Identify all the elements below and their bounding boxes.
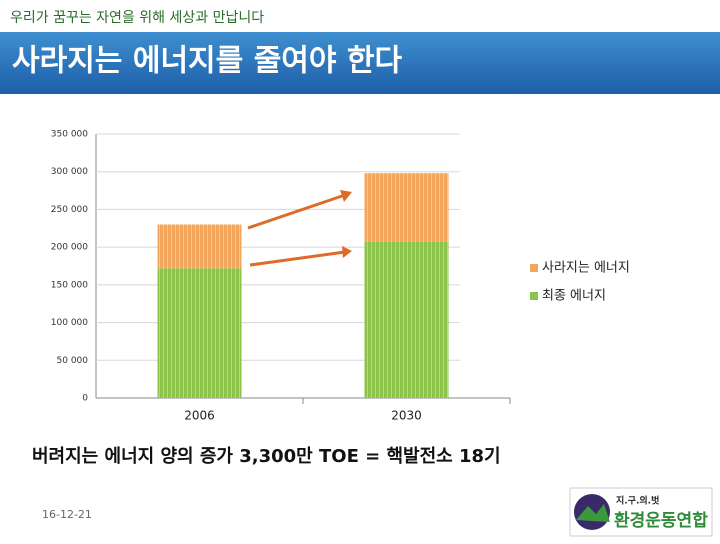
y-tick-label: 200 000 (51, 243, 88, 253)
bar-texture (157, 268, 242, 398)
y-tick-label: 100 000 (51, 318, 88, 328)
arrow-head (340, 190, 352, 202)
bar-texture (157, 224, 242, 269)
bar-texture (364, 173, 449, 242)
y-tick-label: 150 000 (51, 280, 88, 290)
arrow (249, 250, 346, 267)
x-tick-label: 2030 (391, 409, 422, 423)
legend-swatch (530, 292, 538, 300)
legend-label: 사라지는 에너지 (542, 261, 630, 276)
logo-icon (576, 504, 610, 522)
legend-label: 최종 에너지 (542, 289, 606, 304)
arrow-head (342, 246, 352, 258)
legend-swatch (530, 264, 538, 272)
slide-title: 사라지는 에너지를 줄여야 한다 (12, 44, 403, 79)
date: 16-12-21 (42, 508, 92, 521)
x-tick-label: 2006 (184, 409, 215, 423)
arrow (247, 193, 346, 230)
y-tick-label: 300 000 (51, 167, 88, 177)
y-tick-label: 50 000 (57, 356, 89, 366)
y-tick-label: 0 (82, 394, 88, 404)
y-tick-label: 350 000 (51, 130, 88, 140)
caption: 버려지는 에너지 양의 증가 3,300만 TOE = 핵발전소 18기 (32, 446, 501, 467)
y-tick-label: 250 000 (51, 205, 88, 215)
logo-motto: 지.구.의.벗 (616, 495, 659, 507)
logo-name: 환경운동연합 (614, 510, 708, 531)
tagline: 우리가 꿈꾸는 자연을 위해 세상과 만납니다 (10, 10, 264, 26)
bar-texture (364, 241, 449, 398)
title-bar (0, 32, 720, 94)
